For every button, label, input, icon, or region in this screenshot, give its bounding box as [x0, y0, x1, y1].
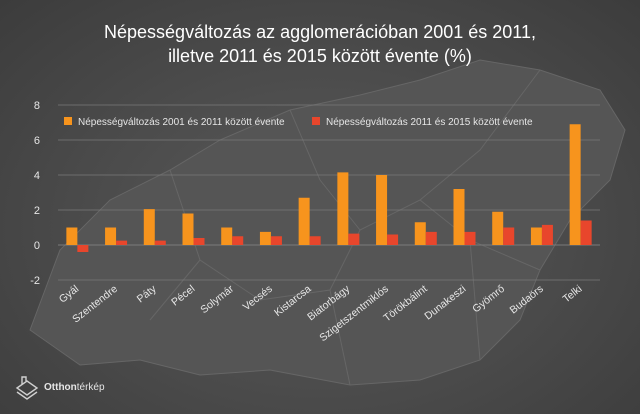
x-tick-label: Vecsés — [241, 283, 275, 313]
x-tick-label: Pécel — [169, 283, 197, 309]
bar-1 — [376, 175, 388, 245]
x-tick-label: Törökbálint — [381, 283, 429, 324]
bar-1 — [492, 211, 504, 245]
legend-label: Népességváltozás 2001 és 2011 között éve… — [78, 117, 285, 128]
x-tick-label: Páty — [135, 282, 160, 305]
x-tick-label: Dunakeszi — [422, 283, 468, 323]
bar-2 — [77, 245, 89, 252]
bar-1 — [105, 227, 117, 245]
bar-1 — [221, 227, 233, 245]
x-tick-label: Szigetszentmiklós — [317, 283, 391, 344]
bar-2 — [541, 224, 553, 245]
x-tick-label: Budaörs — [508, 283, 546, 317]
brand-name-bold: Otthon — [44, 381, 77, 393]
bar-1 — [569, 124, 581, 245]
bar-2 — [464, 231, 476, 245]
brand-name-light: térkép — [76, 381, 105, 393]
bar-2 — [503, 227, 515, 245]
bar-2 — [580, 220, 592, 245]
bar-1 — [143, 209, 155, 245]
bar-2 — [425, 231, 437, 245]
x-tick-label: Telki — [561, 283, 585, 305]
chart-title-line-2: illetve 2011 és 2015 között évente (%) — [168, 46, 472, 66]
x-tick-label: Gyömrő — [470, 283, 507, 316]
house-stack-icon — [15, 376, 39, 400]
bar-1 — [337, 172, 349, 245]
legend-label: Népességváltozás 2011 és 2015 között éve… — [326, 117, 533, 128]
bar-1 — [530, 227, 542, 245]
y-tick-label: 2 — [34, 205, 40, 217]
bar-1 — [66, 227, 78, 245]
bar-2 — [387, 234, 399, 245]
chart-title-line-1: Népességváltozás az agglomerációban 2001… — [104, 22, 536, 42]
brand-name: Otthontérkép — [44, 382, 105, 393]
legend-swatch — [312, 117, 320, 125]
legend-swatch — [64, 117, 72, 125]
y-tick-label: 6 — [34, 135, 40, 147]
bar-2 — [348, 233, 360, 245]
chart-title: Népességváltozás az agglomerációban 2001… — [0, 20, 640, 68]
bar-1 — [453, 189, 465, 245]
bar-2 — [116, 240, 128, 245]
bar-2 — [232, 236, 244, 245]
bar-2 — [270, 236, 282, 245]
bar-2 — [309, 236, 321, 245]
bar-1 — [414, 222, 426, 245]
bar-1 — [182, 213, 194, 245]
bar-1 — [259, 231, 271, 245]
bar-1 — [298, 197, 310, 245]
otthonterkep-logo: Otthontérkép — [14, 372, 105, 402]
y-tick-label: 0 — [34, 240, 40, 252]
y-tick-label: -2 — [30, 275, 40, 287]
y-tick-label: 4 — [34, 170, 40, 182]
y-tick-label: 8 — [34, 100, 40, 112]
x-tick-label: Solymár — [198, 283, 236, 316]
x-tick-label: Gyál — [57, 283, 81, 306]
bar-2 — [154, 240, 166, 245]
bar-2 — [193, 238, 205, 245]
